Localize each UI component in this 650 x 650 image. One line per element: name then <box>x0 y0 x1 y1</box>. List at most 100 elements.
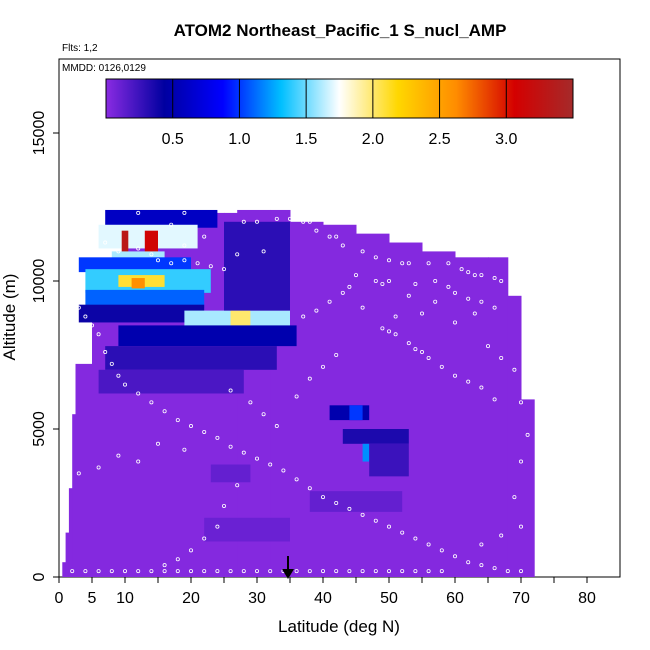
sample-point <box>419 350 424 355</box>
sample-point <box>215 435 220 440</box>
sample-point <box>116 453 121 458</box>
sample-point <box>386 524 391 529</box>
sample-point <box>175 418 180 423</box>
sample-point <box>492 566 497 571</box>
sample-point <box>96 249 101 254</box>
colorbar-bar <box>105 78 574 119</box>
sample-point <box>519 569 524 574</box>
heatmap-cell <box>210 464 251 483</box>
sample-point <box>314 228 319 233</box>
sample-point <box>162 569 167 574</box>
heatmap-cell <box>85 289 205 308</box>
sample-point <box>426 261 431 266</box>
sample-point <box>525 432 530 437</box>
sample-point <box>479 299 484 304</box>
sample-point <box>386 278 391 283</box>
flights-label: Flts: 1,2 <box>62 43 98 54</box>
heatmap-cell <box>68 488 73 577</box>
sample-point <box>274 424 279 429</box>
heatmap-cell <box>309 491 403 512</box>
sample-point <box>261 249 266 254</box>
sample-point <box>459 267 464 272</box>
sample-point <box>334 352 339 357</box>
sample-point <box>413 569 418 574</box>
heatmap-cell <box>98 369 244 394</box>
sample-point <box>452 554 457 559</box>
x-tick-label: 50 <box>380 590 398 607</box>
sample-point <box>76 305 81 310</box>
colorbar-tick-label: 2.0 <box>362 131 384 148</box>
sample-point <box>320 364 325 369</box>
sample-point <box>254 569 259 574</box>
sample-point <box>169 222 174 227</box>
sample-point <box>83 314 88 319</box>
x-tick-label: 70 <box>512 590 530 607</box>
sample-point <box>136 569 141 574</box>
sample-point <box>96 332 101 337</box>
sample-point <box>479 273 484 278</box>
sample-point <box>386 569 391 574</box>
sample-point <box>228 569 233 574</box>
sample-point <box>307 486 312 491</box>
sample-point <box>386 258 391 263</box>
sample-point <box>386 329 391 334</box>
sample-point <box>136 210 141 215</box>
x-tick-label: 60 <box>446 590 464 607</box>
sample-point <box>413 536 418 541</box>
sample-point <box>136 459 141 464</box>
sample-point <box>466 560 471 565</box>
heatmap-cell <box>349 405 363 421</box>
sample-point <box>334 500 339 505</box>
sample-point <box>373 255 378 260</box>
sample-point <box>136 246 141 251</box>
chart-title: ATOM2 Northeast_Pacific_1 S_nucl_AMP <box>174 21 507 40</box>
sample-point <box>93 240 98 245</box>
x-tick-label: 10 <box>116 590 134 607</box>
sample-point <box>182 447 187 452</box>
y-axis-label: Altitude (m) <box>0 274 19 361</box>
dates-label: MMDD: 0126,0129 <box>62 63 146 74</box>
y-tick-label: 10000 <box>31 259 48 304</box>
sample-point <box>294 569 299 574</box>
sample-point <box>301 314 306 319</box>
sample-point <box>188 424 193 429</box>
sample-point <box>353 273 358 278</box>
sample-point <box>162 563 167 568</box>
sample-point <box>162 409 167 414</box>
sample-point <box>519 524 524 529</box>
sample-point <box>347 506 352 511</box>
sample-point <box>327 299 332 304</box>
sample-point <box>499 278 504 283</box>
sample-point <box>466 296 471 301</box>
heatmap-cell <box>72 414 76 577</box>
sample-point <box>373 278 378 283</box>
sample-point <box>380 326 385 331</box>
sample-point <box>466 270 471 275</box>
heatmap-cell <box>230 310 251 326</box>
sample-point <box>400 569 405 574</box>
y-axis: 0 5000 10000 15000 <box>31 111 59 581</box>
sample-point <box>90 323 95 328</box>
sample-point <box>274 216 279 221</box>
sample-point <box>400 530 405 535</box>
sample-point <box>347 569 352 574</box>
sample-point <box>261 412 266 417</box>
sample-point <box>96 465 101 470</box>
sample-point <box>294 394 299 399</box>
heatmap-cell <box>224 221 290 311</box>
sample-point <box>472 311 477 316</box>
sample-point <box>215 569 220 574</box>
sample-point <box>479 385 484 390</box>
heatmap-cell <box>488 257 509 577</box>
sample-point <box>512 495 517 500</box>
sample-point <box>188 548 193 553</box>
sample-point <box>136 391 141 396</box>
sample-point <box>519 400 524 405</box>
sample-point <box>248 400 253 405</box>
sample-point <box>340 243 345 248</box>
sample-point <box>472 273 477 278</box>
sample-point <box>320 495 325 500</box>
heatmap-cell <box>118 325 297 347</box>
colorbar-tick-label: 3.0 <box>495 131 517 148</box>
sample-point <box>373 518 378 523</box>
